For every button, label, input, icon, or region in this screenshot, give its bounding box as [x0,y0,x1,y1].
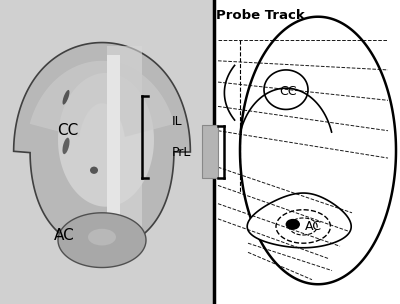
Polygon shape [107,55,120,228]
Text: AC: AC [305,220,322,233]
Polygon shape [30,61,174,137]
Polygon shape [14,43,190,249]
Circle shape [286,219,300,230]
Polygon shape [289,218,317,235]
Text: CC: CC [279,85,297,98]
Text: PrL: PrL [172,146,191,158]
Text: IL: IL [172,115,183,128]
Polygon shape [240,17,396,284]
Polygon shape [58,73,154,207]
Ellipse shape [88,229,116,246]
FancyBboxPatch shape [0,0,214,304]
Polygon shape [247,193,351,248]
Polygon shape [276,210,330,243]
Ellipse shape [62,90,70,105]
Polygon shape [58,213,146,268]
Ellipse shape [62,138,70,154]
Text: AC: AC [54,228,74,243]
Text: Probe Track: Probe Track [216,9,305,22]
Polygon shape [264,70,308,109]
Text: CC: CC [57,123,79,138]
Polygon shape [107,46,142,237]
Ellipse shape [90,167,98,174]
FancyBboxPatch shape [214,0,400,304]
FancyBboxPatch shape [202,125,218,178]
